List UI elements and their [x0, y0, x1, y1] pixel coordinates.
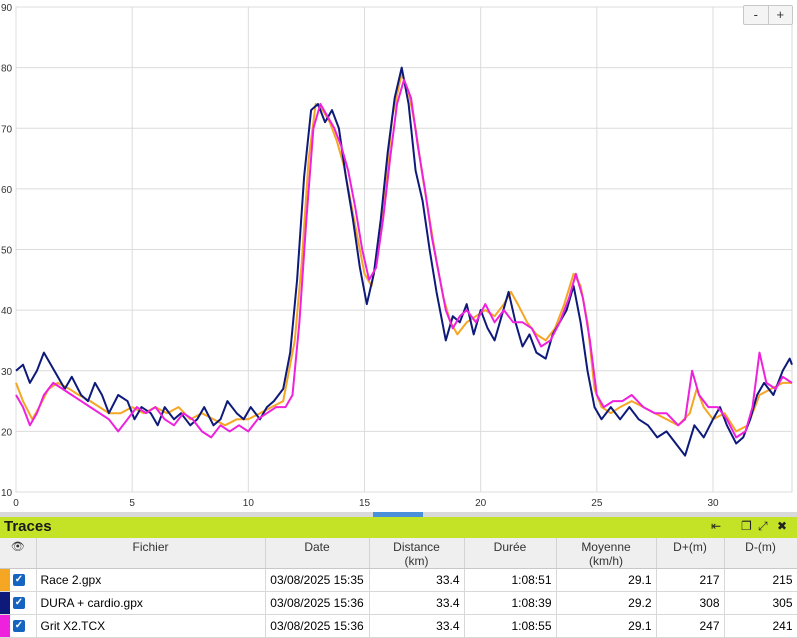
close-panel-icon[interactable]: ✖	[777, 519, 788, 533]
x-tick-label: 5	[129, 498, 135, 509]
zoom-in-button[interactable]: +	[767, 6, 793, 24]
trace-color-swatch	[0, 569, 10, 591]
distance-cell: 33.4	[369, 614, 465, 638]
column-header-file[interactable]: Fichier	[36, 538, 266, 569]
trace-visibility-checkbox[interactable]: ✓	[13, 574, 25, 586]
x-tick-label: 25	[591, 498, 603, 509]
x-tick-label: 0	[13, 498, 19, 509]
y-tick-label: 60	[1, 185, 13, 196]
dminus-cell: 241	[724, 614, 797, 638]
column-header-distance[interactable]: Distance (km)	[369, 538, 465, 569]
column-header-date[interactable]: Date	[265, 538, 370, 569]
y-tick-label: 90	[1, 3, 13, 14]
average-cell: 29.1	[556, 614, 657, 638]
x-tick-label: 20	[475, 498, 487, 509]
panel-title: Traces	[4, 518, 52, 535]
column-header-average[interactable]: Moyenne (km/h)	[556, 538, 657, 569]
zoom-control: - +	[743, 5, 793, 25]
file-cell: DURA + cardio.gpx	[36, 591, 266, 615]
trace-visibility-checkbox[interactable]: ✓	[13, 620, 25, 632]
file-cell: Grit X2.TCX	[36, 614, 266, 638]
distance-unit: (km)	[404, 554, 429, 568]
visibility-column-header[interactable]: 👁	[0, 538, 37, 569]
table-header: 👁 Fichier Date Distance (km) Durée Moyenn…	[0, 538, 797, 569]
speed-chart[interactable]: 10 20 30 40 50 60 70 80 90 0 5 10 15 20 25 30 - +	[0, 0, 797, 512]
distance-cell: 33.4	[369, 568, 465, 592]
x-tick-label: 30	[707, 498, 719, 509]
panel-splitter[interactable]	[0, 512, 797, 517]
y-tick-label: 20	[1, 427, 13, 438]
table-row[interactable]: ✓ Race 2.gpx 03/08/2025 15:35 33.4 1:08:…	[0, 568, 797, 592]
splitter-grip[interactable]	[373, 512, 423, 517]
duration-cell: 1:08:39	[464, 591, 557, 615]
date-cell: 03/08/2025 15:35	[265, 568, 370, 592]
trace-color-swatch	[0, 615, 10, 637]
column-header-dminus[interactable]: D-(m)	[724, 538, 797, 569]
average-unit: (km/h)	[589, 554, 623, 568]
eye-icon: 👁	[10, 541, 25, 553]
column-header-dplus[interactable]: D+(m)	[656, 538, 725, 569]
dminus-cell: 305	[724, 591, 797, 615]
collapse-panel-icon[interactable]: ⇤	[711, 519, 722, 533]
trace-visibility-checkbox[interactable]: ✓	[13, 597, 25, 609]
x-tick-label: 10	[243, 498, 255, 509]
restore-panel-icon[interactable]: ❐	[741, 519, 752, 533]
table-row[interactable]: ✓ DURA + cardio.gpx 03/08/2025 15:36 33.…	[0, 591, 797, 615]
date-cell: 03/08/2025 15:36	[265, 591, 370, 615]
trace-color-swatch	[0, 592, 10, 614]
distance-cell: 33.4	[369, 591, 465, 615]
y-tick-label: 70	[1, 124, 13, 135]
y-tick-label: 40	[1, 306, 13, 317]
table-row[interactable]: ✓ Grit X2.TCX 03/08/2025 15:36 33.4 1:08…	[0, 614, 797, 638]
duration-cell: 1:08:55	[464, 614, 557, 638]
chart-svg: 10 20 30 40 50 60 70 80 90 0 5 10 15 20 25 30	[1, 3, 793, 509]
traces-panel-header: Traces ⇤ ❐ ⤢ ✖	[0, 517, 797, 538]
date-cell: 03/08/2025 15:36	[265, 614, 370, 638]
dplus-cell: 217	[656, 568, 725, 592]
y-tick-label: 30	[1, 367, 13, 378]
dminus-cell: 215	[724, 568, 797, 592]
average-cell: 29.1	[556, 568, 657, 592]
x-tick-label: 15	[359, 498, 371, 509]
file-cell: Race 2.gpx	[36, 568, 266, 592]
column-header-duration[interactable]: Durée	[464, 538, 557, 569]
average-cell: 29.2	[556, 591, 657, 615]
y-tick-label: 50	[1, 246, 13, 257]
duration-cell: 1:08:51	[464, 568, 557, 592]
zoom-out-button[interactable]: -	[753, 7, 758, 22]
dplus-cell: 247	[656, 614, 725, 638]
traces-table: 👁 Fichier Date Distance (km) Durée Moyenn…	[0, 538, 797, 638]
dplus-cell: 308	[656, 591, 725, 615]
expand-panel-icon[interactable]: ⤢	[758, 519, 768, 533]
series-line	[15, 66, 793, 457]
series-line	[15, 78, 793, 439]
y-tick-label: 10	[1, 488, 13, 499]
y-tick-label: 80	[1, 64, 13, 75]
